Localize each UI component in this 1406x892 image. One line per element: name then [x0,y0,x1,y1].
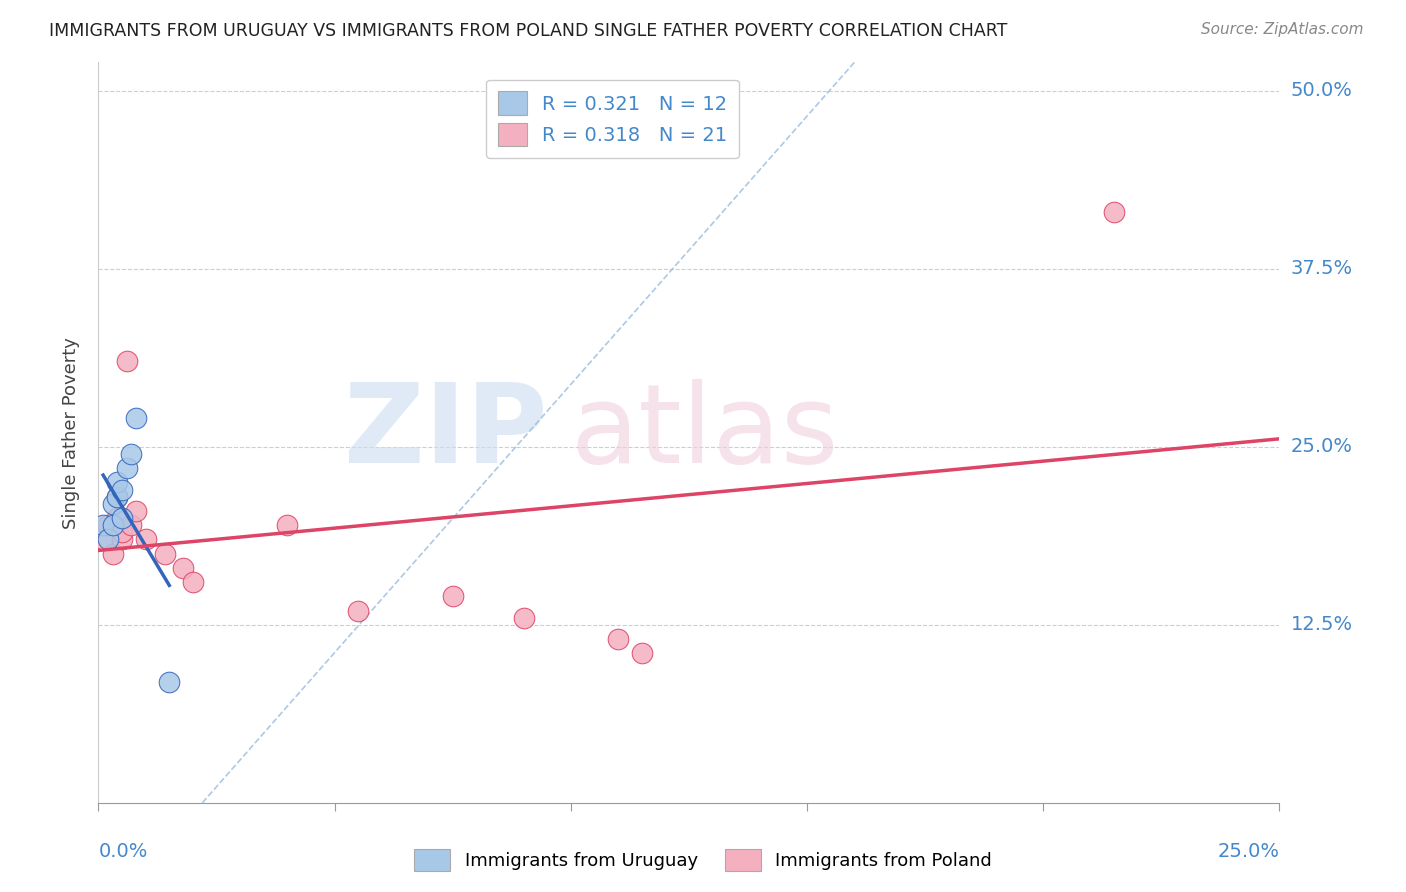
Point [91,518,114,533]
Point [276,518,298,533]
Point [105,490,128,504]
Point [125,504,148,518]
Point [135,533,157,547]
Text: 25.0%: 25.0% [1291,437,1353,457]
Point [97,533,120,547]
Point [121,518,143,533]
Text: 50.0%: 50.0% [1291,81,1353,101]
Text: 0.0%: 0.0% [98,842,148,861]
Point [101,547,124,561]
Point [1102,205,1125,219]
Point [111,525,134,540]
Text: 37.5%: 37.5% [1291,260,1353,278]
Point [181,575,204,590]
Point [121,447,143,461]
Text: Source: ZipAtlas.com: Source: ZipAtlas.com [1201,22,1364,37]
Point [105,475,128,490]
Point [630,646,652,660]
Point [125,411,148,425]
Point [101,518,124,533]
Point [157,674,180,689]
Point [97,518,120,533]
Legend: Immigrants from Uruguay, Immigrants from Poland: Immigrants from Uruguay, Immigrants from… [406,842,1000,879]
Point [111,533,134,547]
Legend: R = 0.321   N = 12, R = 0.318   N = 21: R = 0.321 N = 12, R = 0.318 N = 21 [486,79,740,158]
Point [607,632,630,646]
Point [115,354,138,368]
Point [111,511,134,525]
Point [441,590,464,604]
Text: 12.5%: 12.5% [1291,615,1353,634]
Point [111,483,134,497]
Point [115,461,138,475]
Point [101,497,124,511]
Point [153,547,176,561]
Y-axis label: Single Father Poverty: Single Father Poverty [62,336,80,529]
Text: atlas: atlas [571,379,839,486]
Text: IMMIGRANTS FROM URUGUAY VS IMMIGRANTS FROM POLAND SINGLE FATHER POVERTY CORRELAT: IMMIGRANTS FROM URUGUAY VS IMMIGRANTS FR… [49,22,1008,40]
Point [105,490,128,504]
Text: 25.0%: 25.0% [1218,842,1279,861]
Point [512,610,534,624]
Point [347,604,370,618]
Point [172,561,194,575]
Text: ZIP: ZIP [344,379,547,486]
Point [91,533,114,547]
Point [105,511,128,525]
